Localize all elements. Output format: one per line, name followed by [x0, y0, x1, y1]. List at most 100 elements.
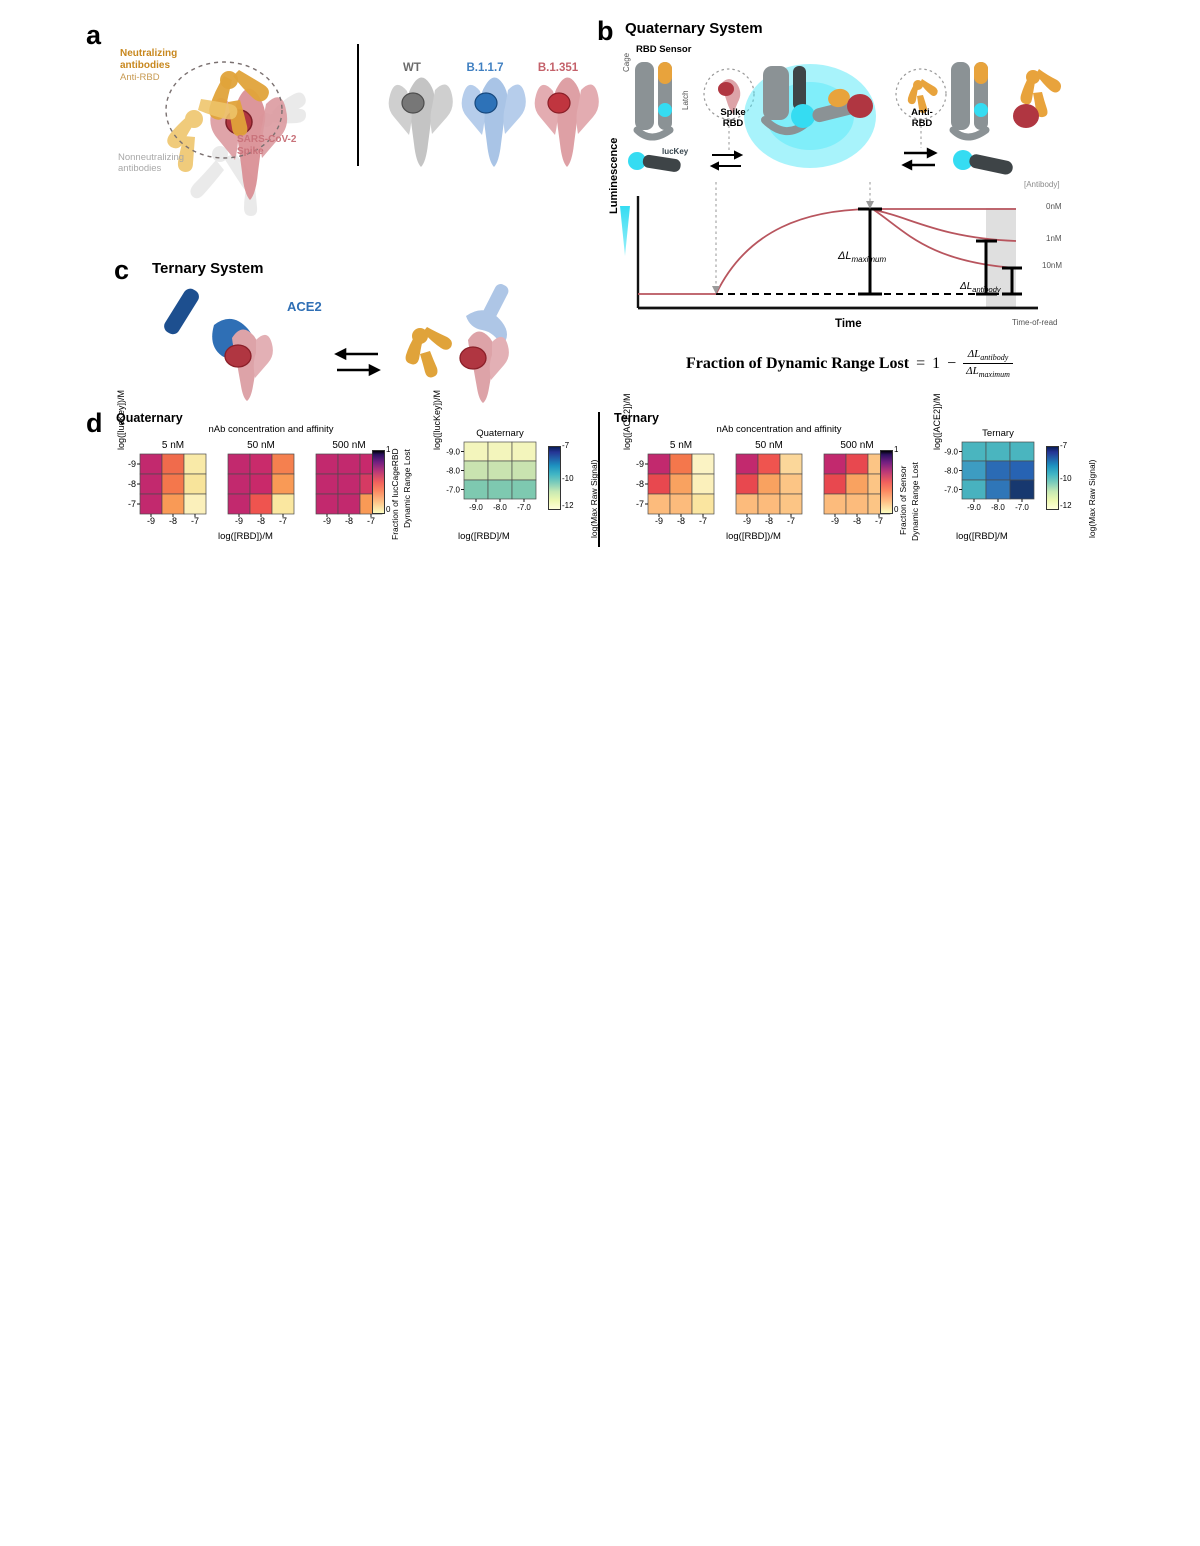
curve-1nM: [873, 209, 1017, 242]
heatmap-x-tick: -9: [831, 516, 839, 526]
heatmap-title: 5 nM: [162, 440, 184, 451]
heatmap-x-tick: -7.0: [1015, 503, 1029, 512]
heatmap-x-tick: -7.0: [517, 503, 531, 512]
anti-rbd-label: Anti- RBD: [911, 107, 933, 129]
neutralizing-highlight-circle: [165, 61, 283, 159]
neutralizing-label: Neutralizing antibodies Anti-RBD: [120, 48, 178, 83]
luminescence-gradient-arrow: [620, 206, 630, 256]
heatmap-y-tick: -9.0: [944, 448, 958, 457]
inject-arrow-2: [866, 201, 874, 209]
equation-numerator: ΔLantibody: [963, 348, 1013, 365]
heatmap-y-tick: -7: [636, 499, 644, 509]
quaternary-raw-x-label: log([RBD]/M: [458, 531, 510, 542]
heatmap-x-tick: -7: [367, 516, 375, 526]
heatmap-x-tick: -9.0: [967, 503, 981, 512]
quaternary-raw-heatmap: -9.0 -9.0 -8.0 -8.0 -7.0 -7.0: [446, 441, 537, 512]
quaternary-raw-title: Quaternary: [476, 428, 524, 439]
ternary-raw-x-label: log([RBD]/M: [956, 531, 1008, 542]
ternary-raw-title: Ternary: [982, 428, 1014, 439]
panel-a-diagram: [165, 61, 306, 216]
spike-b117: [461, 77, 526, 167]
panel-c-diagram: [164, 284, 509, 403]
curve-label-10nM: 10nM: [1042, 261, 1063, 270]
activated-complex-glyph: [761, 66, 873, 135]
equation-minus: −: [947, 354, 957, 372]
rbd-sensor-label: RBD Sensor: [636, 44, 692, 55]
ternary-raw-heatmap: -9.0 -9.0 -8.0 -8.0 -7.0 -7.0: [944, 441, 1035, 512]
equation-equals: =: [916, 354, 926, 372]
quaternary-fraction-colorbar: [372, 450, 385, 514]
heatmap-y-tick: -7: [128, 499, 136, 509]
rise-curve: [715, 208, 871, 295]
heatmap-x-tick: -9: [147, 516, 155, 526]
heatmap-title: 5 nM: [670, 440, 692, 451]
anti-rbd-glyph: [907, 79, 938, 114]
quaternary-cbar-tick-0: 0: [386, 505, 391, 514]
ternary-raw-tick-10: -10: [1060, 474, 1072, 483]
spike-rbd-bubble: [703, 68, 755, 120]
luminescence-schematic-chart: [620, 182, 1038, 310]
quaternary-raw-tick-7: -7: [562, 441, 570, 450]
panel-b-schematic: [628, 62, 1061, 175]
heatmap-y-tick: -8.0: [944, 467, 958, 476]
ternary-raw-tick-12: -12: [1060, 501, 1072, 510]
heatmap-y-tick: -7.0: [944, 486, 958, 495]
spike-rbd-label: Spike RBD: [720, 107, 746, 129]
variant-spike-glyphs: [388, 77, 599, 167]
dynamic-range-equation: Fraction of Dynamic Range Lost = 1 − ΔLa…: [686, 348, 1013, 380]
heatmap-x-tick: -7: [699, 516, 707, 526]
panel-label-b: b: [597, 16, 614, 46]
ternary-raw-tick-7: -7: [1060, 441, 1068, 450]
ternary-nab-header: nAb concentration and affinity: [716, 424, 842, 435]
delta-antibody-bar-1: [976, 239, 997, 296]
luckey-glyph-2: [953, 150, 1013, 175]
equilibrium-arrows-1: [709, 150, 744, 171]
delta-l-antibody-label: ΔLantibody: [960, 281, 1001, 294]
luckey-glyph-1: [628, 152, 681, 172]
heatmap-x-tick: -9: [323, 516, 331, 526]
ace2-spike-complex: [164, 288, 273, 401]
quaternary-x-axis-label: log([RBD])/M: [218, 531, 273, 542]
heatmap-x-tick: -8.0: [493, 503, 507, 512]
equation-lhs: Fraction of Dynamic Range Lost: [686, 354, 910, 372]
heatmap-x-tick: -8: [169, 516, 177, 526]
panel-label-a: a: [86, 20, 102, 50]
quaternary-section-title: Quaternary: [116, 411, 183, 425]
time-of-read-label: Time-of-read: [1012, 318, 1058, 327]
inject-arrow-1: [712, 286, 720, 294]
quaternary-raw-tick-12: -12: [562, 501, 574, 510]
ternary-cbar-tick-1: 1: [894, 445, 899, 454]
delta-l-maximum-label: ΔLmaximum: [838, 250, 887, 265]
heatmap-x-tick: -7: [875, 516, 883, 526]
heatmap-y-tick: -8: [636, 479, 644, 489]
heatmap-y-tick: -8: [128, 479, 136, 489]
antibody-spike-complex: [405, 327, 509, 403]
heatmap-x-tick: -8: [257, 516, 265, 526]
anti-rbd-bubble: [895, 68, 947, 120]
quaternary-heatmap-group: 5 nM -9 -8 -7 -9 -8 -7 50 nM -9 -8 -7 500 nM -9 -8 -7: [128, 438, 400, 530]
equilibrium-arrows-2: [901, 147, 938, 171]
equation-denominator: ΔLmaximum: [966, 365, 1010, 380]
quaternary-raw-colorbar: [548, 446, 561, 510]
heatmap-title: 50 nM: [247, 440, 275, 451]
equation-one: 1: [932, 354, 941, 372]
variant-label-b117: B.1.1.7: [466, 62, 504, 74]
spike-rbd-glyph: [718, 79, 741, 114]
heatmap-x-tick: -7: [787, 516, 795, 526]
heatmap-y-tick: -9: [128, 459, 136, 469]
heatmap-x-tick: -9: [235, 516, 243, 526]
heatmap-x-tick: -8: [345, 516, 353, 526]
curve-10nM: [873, 209, 1017, 269]
heatmap-y-tick: -9.0: [446, 448, 460, 457]
curve-label-0nM: 0nM: [1046, 202, 1062, 211]
quaternary-raw-tick-10: -10: [562, 474, 574, 483]
equilibrium-arrows-panel-c: [334, 347, 381, 377]
heatmap-x-tick: -7: [191, 516, 199, 526]
heatmap-title: 500 nM: [840, 440, 873, 451]
spike-wt: [388, 77, 453, 167]
heatmap-x-tick: -8.0: [991, 503, 1005, 512]
spike-label: SARS-CoV-2 Spike: [237, 134, 297, 157]
quaternary-nab-header: nAb concentration and affinity: [208, 424, 334, 435]
rbd-sensor-glyph-1: [633, 62, 674, 141]
